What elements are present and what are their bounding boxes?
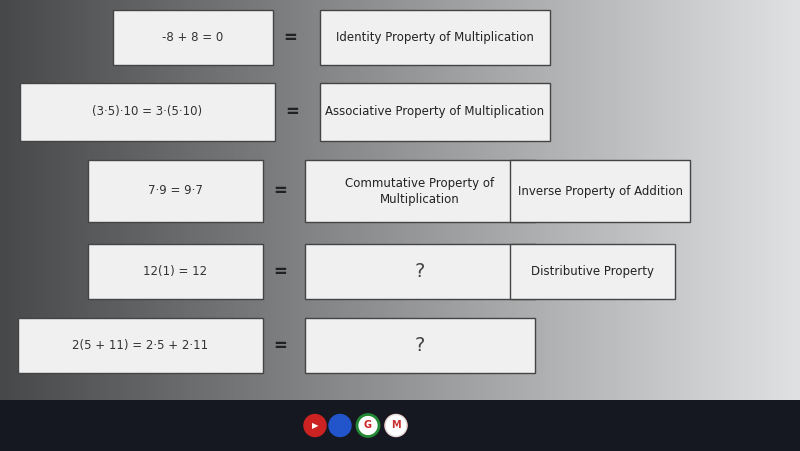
Text: 12(1) = 12: 12(1) = 12 — [143, 265, 207, 278]
FancyBboxPatch shape — [510, 160, 690, 222]
Text: =: = — [273, 182, 287, 200]
Circle shape — [357, 414, 379, 437]
FancyBboxPatch shape — [0, 400, 800, 451]
Text: -8 + 8 = 0: -8 + 8 = 0 — [162, 31, 224, 44]
Text: 7·9 = 9·7: 7·9 = 9·7 — [148, 184, 203, 198]
FancyBboxPatch shape — [113, 10, 273, 65]
Circle shape — [329, 414, 351, 437]
Text: Commutative Property of
Multiplication: Commutative Property of Multiplication — [346, 176, 494, 206]
Text: 2(5 + 11) = 2·5 + 2·11: 2(5 + 11) = 2·5 + 2·11 — [73, 339, 209, 352]
Text: Identity Property of Multiplication: Identity Property of Multiplication — [336, 31, 534, 44]
Circle shape — [385, 414, 407, 437]
Text: Inverse Property of Addition: Inverse Property of Addition — [518, 184, 682, 198]
FancyBboxPatch shape — [510, 244, 675, 299]
Circle shape — [385, 414, 407, 437]
Circle shape — [304, 414, 326, 437]
Text: =: = — [273, 336, 287, 354]
FancyBboxPatch shape — [20, 83, 275, 141]
Text: =: = — [283, 28, 297, 46]
FancyBboxPatch shape — [88, 160, 263, 222]
Text: Distributive Property: Distributive Property — [531, 265, 654, 278]
Text: M: M — [391, 420, 401, 431]
Text: Associative Property of Multiplication: Associative Property of Multiplication — [326, 106, 545, 119]
Text: ▶: ▶ — [312, 421, 318, 430]
FancyBboxPatch shape — [305, 244, 535, 299]
Text: ?: ? — [415, 262, 425, 281]
FancyBboxPatch shape — [320, 83, 550, 141]
FancyBboxPatch shape — [305, 160, 535, 222]
Text: =: = — [273, 262, 287, 281]
FancyBboxPatch shape — [305, 318, 535, 373]
Text: G: G — [364, 420, 372, 431]
FancyBboxPatch shape — [18, 318, 263, 373]
Circle shape — [357, 414, 379, 437]
Text: (3·5)·10 = 3·(5·10): (3·5)·10 = 3·(5·10) — [93, 106, 202, 119]
FancyBboxPatch shape — [88, 244, 263, 299]
Text: ?: ? — [415, 336, 425, 355]
FancyBboxPatch shape — [320, 10, 550, 65]
Text: =: = — [285, 103, 299, 121]
